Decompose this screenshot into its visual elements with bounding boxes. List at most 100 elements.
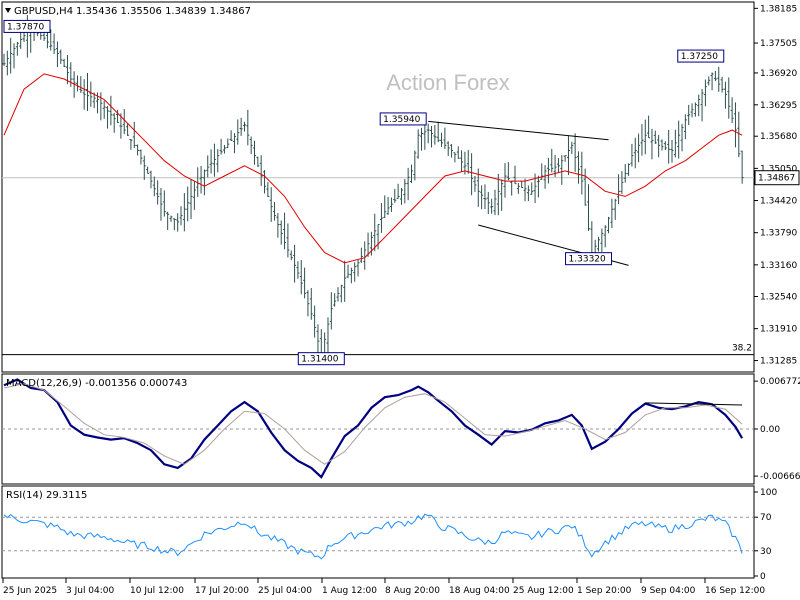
rsi-tick-label: 30 [760, 547, 772, 557]
price-bars [2, 15, 744, 365]
price-bar [456, 146, 460, 159]
price-bar [246, 109, 250, 146]
price-bar [212, 143, 216, 177]
price-bar [453, 152, 457, 163]
price-bar [199, 165, 203, 194]
price-bar [15, 41, 19, 56]
price-bar [112, 112, 116, 133]
time-tick-label: 16 Sep 12:00 [705, 586, 765, 596]
price-bar [9, 37, 13, 74]
price-bar [436, 121, 440, 143]
price-bar [359, 247, 363, 263]
macd-tick-label: 0.006772 [760, 377, 800, 387]
price-bar [506, 162, 510, 181]
price-bar [343, 260, 347, 302]
price-tick-label: 1.32540 [760, 292, 797, 302]
price-bar [179, 206, 183, 226]
time-tick-label: 18 Aug 04:00 [449, 586, 510, 596]
price-bar [536, 175, 540, 198]
price-bar [263, 170, 267, 194]
price-bar [610, 198, 614, 229]
time-tick-label: 25 Jun 2025 [3, 586, 57, 596]
price-bar [613, 198, 617, 220]
time-tick-label: 1 Aug 12:00 [322, 586, 377, 596]
price-bar [403, 179, 407, 204]
price-bar [222, 144, 226, 154]
price-bar [673, 129, 677, 158]
price-bar [316, 324, 320, 356]
price-bar [630, 143, 634, 167]
price-bar [176, 213, 180, 232]
current-price-box [754, 170, 800, 186]
price-bar [623, 163, 627, 183]
price-bar [470, 153, 474, 196]
price-bar [493, 189, 497, 216]
price-bar [132, 121, 136, 148]
price-bar [333, 293, 337, 307]
price-bar [373, 213, 377, 252]
price-bar [156, 180, 160, 205]
price-bar [55, 41, 59, 68]
price-bar [433, 124, 437, 145]
annotation-label: 1.37870 [7, 22, 44, 32]
time-tick-label: 25 Aug 12:00 [513, 586, 574, 596]
price-tick-label: 1.33160 [760, 261, 797, 271]
price-annotations: 1.37870 1.35940 1.37250 1.33320 1.31400 [3, 19, 725, 366]
price-bar [440, 132, 444, 147]
price-bar [473, 175, 477, 192]
price-bar [423, 122, 427, 150]
price-bar [206, 155, 210, 178]
price-bar [279, 220, 283, 245]
price-bar [430, 125, 434, 148]
price-bar [597, 236, 601, 252]
price-tick-label: 1.37505 [760, 39, 797, 49]
price-bar [556, 157, 560, 173]
price-bar [603, 225, 607, 248]
chart-header: GBPUSD,H4 1.35436 1.35506 1.34839 1.3486… [5, 6, 251, 17]
price-bar [460, 150, 464, 172]
price-bar [416, 129, 420, 159]
price-bar [209, 149, 213, 174]
price-bar [389, 197, 393, 212]
time-tick-label: 3 Jul 04:00 [66, 586, 115, 596]
price-bar [426, 123, 430, 144]
price-bar [566, 135, 570, 176]
price-tick-label: 1.36295 [760, 101, 797, 111]
price-bar [253, 140, 256, 165]
price-bar [286, 223, 290, 258]
price-bar [640, 124, 644, 156]
price-tick-label: 1.35050 [760, 164, 797, 174]
price-bar [580, 151, 584, 195]
price-bar [733, 102, 737, 148]
macd-tick-label: 0.00 [760, 425, 780, 435]
price-bar [680, 123, 684, 152]
price-bar [637, 133, 641, 163]
price-bar [607, 216, 611, 234]
rsi-tick-label: 70 [760, 513, 772, 523]
price-tick-label: 1.38185 [760, 4, 797, 14]
fib-level-label: 38.2 [732, 344, 752, 354]
price-bar [576, 151, 580, 184]
annotation-label: 1.33320 [569, 255, 606, 265]
price-bar [687, 104, 691, 125]
price-bar [543, 165, 547, 189]
price-bar [663, 141, 667, 151]
price-bar [523, 178, 527, 202]
price-bar [162, 190, 166, 217]
price-bar [296, 261, 300, 279]
time-tick-label: 1 Sep 20:00 [577, 586, 632, 596]
price-bar [202, 169, 206, 196]
price-bar [690, 103, 694, 118]
price-bar [490, 198, 494, 214]
price-bar [116, 109, 120, 123]
price-bar [276, 213, 280, 238]
price-bar [159, 187, 163, 221]
price-bar [620, 171, 624, 194]
price-bar [550, 148, 554, 173]
price-bar [242, 121, 246, 132]
price-bar [353, 262, 357, 282]
price-bar [627, 163, 631, 176]
price-bar [266, 182, 270, 198]
price-bar [446, 141, 450, 157]
price-tick-label: 1.31285 [760, 357, 797, 367]
